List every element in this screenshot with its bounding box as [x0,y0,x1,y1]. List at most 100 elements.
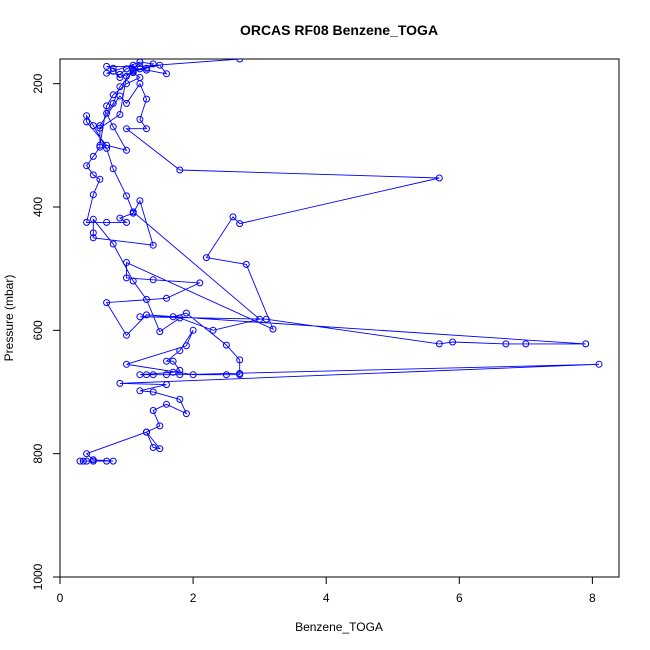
data-point [109,99,117,107]
data-point [123,146,130,154]
data-point [116,379,124,387]
data-point [116,74,124,81]
data-point [176,166,184,174]
data-point [143,428,150,436]
data-point [89,122,97,130]
data-point [109,457,117,465]
plot-frame [59,58,620,578]
y-axis-label: Pressure (mbar) [2,275,16,362]
data-point [449,338,457,346]
data-point [89,152,97,160]
data-point [163,70,170,78]
data-point [109,67,117,75]
data-point [236,59,244,63]
data-point [89,191,97,199]
series-layer [76,59,603,465]
data-point [149,388,157,396]
data-point [176,366,184,374]
data-point [136,59,144,66]
y-tick-label: 1000 [31,563,45,590]
data-point [582,340,590,348]
data-point [136,371,144,379]
data-point [143,66,150,74]
data-point [222,341,230,349]
data-point [143,371,150,379]
data-point [123,65,130,73]
data-point [269,325,277,333]
y-axis: 200 400 600 800 1000 [31,73,60,590]
data-point [123,192,130,200]
data-point [169,357,177,365]
data-point [149,444,157,451]
data-point [136,74,144,81]
data-point [236,370,244,377]
data-point [236,356,244,364]
data-point [522,340,530,348]
data-point [89,234,97,242]
data-point [143,95,150,103]
data-point [502,340,510,348]
data-point [89,171,97,179]
data-point [129,61,137,69]
data-point [163,381,170,389]
data-point [136,62,144,70]
data-point [182,342,190,350]
data-point [103,109,111,117]
data-point [79,457,87,465]
x-tick-label: 2 [190,591,197,605]
data-point [163,294,170,302]
data-point [83,118,91,126]
data-point [83,457,91,465]
data-point [189,326,197,334]
data-point [156,328,164,336]
data-point [129,208,137,216]
data-point [109,64,117,72]
data-point [136,65,144,73]
data-point [123,259,130,266]
data-point [83,218,91,226]
data-point [103,457,111,465]
data-point [163,357,170,365]
data-point [103,69,111,77]
data-point [96,124,104,132]
data-point [116,111,124,118]
x-tick-label: 8 [589,591,596,605]
data-point [236,220,244,228]
data-point [103,144,111,152]
data-point [123,360,130,368]
data-point [103,299,111,307]
data-point [176,314,184,322]
data-point [123,99,130,107]
data-point [123,80,130,88]
y-tick-label: 800 [31,443,45,463]
data-point [163,400,170,408]
data-point [83,450,91,458]
data-point [182,309,190,317]
data-point [156,445,164,453]
data-point [109,240,117,248]
data-point [143,125,150,133]
data-point [96,175,104,183]
data-point [222,371,230,379]
data-point [435,174,443,182]
data-point [189,371,197,379]
data-point [256,315,264,323]
data-point [202,254,210,262]
data-point [163,371,170,379]
data-point [435,340,443,348]
data-point [176,395,184,403]
data-point [89,215,97,223]
data-point [89,229,97,237]
data-point [76,457,84,465]
data-point [129,66,137,74]
data-point [129,69,137,77]
data-point [143,296,150,303]
data-point [262,315,270,323]
x-tick-label: 4 [323,591,330,605]
data-point [116,70,124,78]
data-point [123,125,130,133]
data-point [149,276,157,284]
data-point [169,313,177,321]
data-point [123,331,130,339]
